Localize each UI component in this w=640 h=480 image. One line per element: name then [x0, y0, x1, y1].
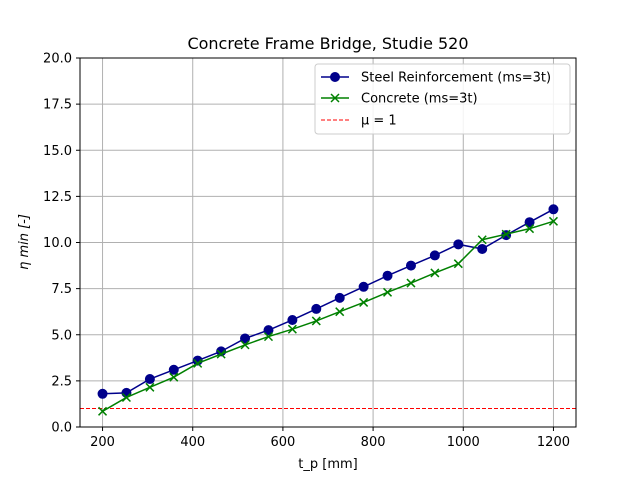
data-point [287, 324, 297, 334]
y-tick-label: 20.0 [43, 52, 72, 67]
data-point [335, 307, 345, 317]
data-point [548, 204, 559, 215]
data-point [430, 268, 440, 278]
data-point [193, 358, 203, 368]
data-point [97, 388, 108, 399]
data-point [406, 278, 416, 288]
y-tick-label: 7.5 [51, 282, 72, 297]
data-point [240, 340, 250, 350]
series-layer [97, 204, 559, 416]
y-tick-label: 2.5 [51, 374, 72, 389]
y-tick-label: 10.0 [43, 236, 72, 251]
legend-entry: Steel Reinforcement (ms=3t) [321, 71, 551, 86]
x-tick-label: 1000 [447, 435, 480, 450]
data-point [405, 260, 416, 271]
series-0 [97, 204, 559, 399]
y-tick-label: 5.0 [51, 328, 72, 343]
data-point [382, 287, 393, 297]
data-point [169, 372, 179, 382]
y-tick-label: 0.0 [51, 421, 72, 436]
data-point [311, 316, 321, 326]
legend-box [314, 63, 571, 135]
data-point [382, 270, 393, 281]
x-tick-label: 1200 [537, 435, 570, 450]
legend-entry: Concrete (ms=3t) [321, 92, 478, 107]
data-point [334, 292, 345, 303]
x-tick-label: 400 [180, 435, 205, 450]
data-point [501, 229, 511, 239]
data-point [216, 349, 226, 359]
data-point [548, 216, 558, 226]
x-tick-label: 600 [270, 435, 295, 450]
data-point [330, 93, 340, 103]
x-axis-label: t_p [mm] [298, 457, 357, 472]
legend-entry: μ = 1 [321, 114, 397, 129]
chart-title: Concrete Frame Bridge, Studie 520 [187, 34, 468, 53]
legend: Steel Reinforcement (ms=3t) Concrete (ms=… [314, 63, 571, 135]
data-point [330, 72, 340, 82]
data-point [168, 364, 179, 375]
legend-label: μ = 1 [361, 114, 397, 129]
data-point [145, 382, 155, 392]
data-point [144, 374, 155, 385]
x-tick-label: 800 [361, 435, 386, 450]
y-tick-label: 12.5 [43, 190, 72, 205]
data-point [477, 243, 488, 254]
legend-label: Steel Reinforcement (ms=3t) [361, 71, 551, 86]
data-point [453, 259, 463, 269]
data-point [98, 406, 108, 416]
data-point [311, 303, 322, 314]
data-point [359, 297, 369, 307]
legend-label: Concrete (ms=3t) [361, 92, 478, 107]
data-point [121, 392, 131, 403]
x-tick-label: 200 [90, 435, 115, 450]
y-tick-label: 15.0 [43, 144, 72, 159]
data-point [429, 250, 440, 261]
data-point [263, 325, 274, 336]
series-1 [98, 216, 558, 416]
data-point [358, 281, 369, 292]
y-axis-label: η min [-] [17, 214, 32, 270]
y-tick-label: 17.5 [43, 98, 72, 113]
data-point [477, 235, 487, 245]
data-point [240, 333, 251, 344]
ticks: 200 400 600 800 1000 1200 0.0 2.5 5.0 7.5 10.0 12.5… [43, 52, 570, 451]
data-point [287, 314, 298, 325]
data-point [453, 239, 464, 250]
data-point [263, 332, 274, 342]
data-point [524, 217, 535, 228]
data-point [525, 224, 535, 234]
